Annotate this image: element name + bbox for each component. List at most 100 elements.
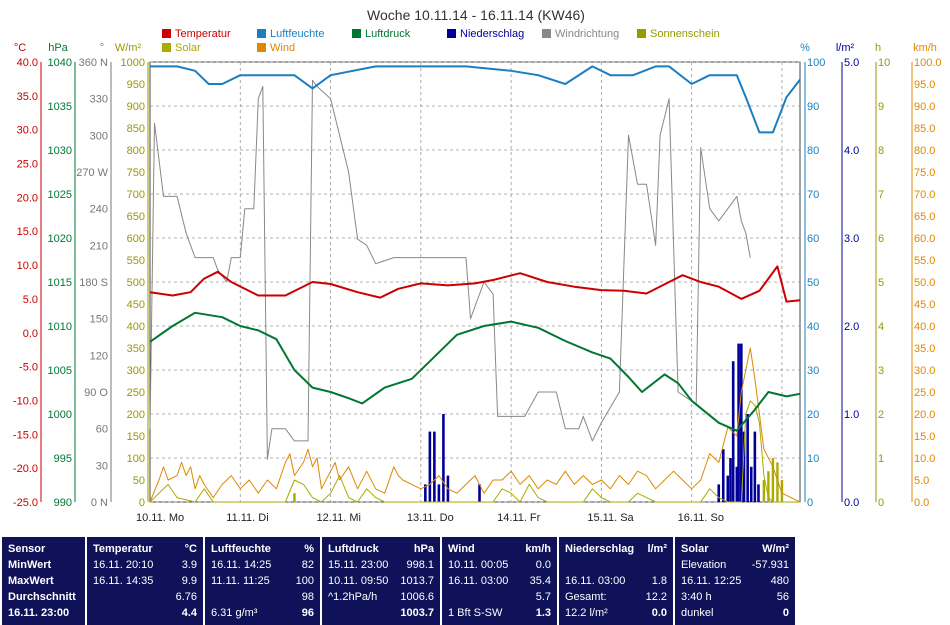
stats-row-value: 9.9 [181,575,197,587]
axis-tick-label-humidity: 30 [807,365,819,377]
legend-label: Luftdruck [365,28,411,40]
sunshine-bar [771,458,775,502]
axis-tick-label-solar: 200 [127,409,145,421]
axis-tick-label-pressure: 1000 [48,409,72,421]
axis-tick-label-temp: 15.0 [17,226,38,238]
stats-row-value: 1.8 [651,575,667,587]
stats-row-label: 12.2 l/m² [565,607,608,619]
axis-tick-label-temp: -25.0 [13,497,38,509]
rain-bar [731,361,735,502]
axis-tick-label-wind: 55.0 [914,255,935,267]
stats-header: Wind [448,543,475,555]
rain-bar [424,484,427,502]
stats-row-value: 12.2 [645,591,667,603]
axis-tick-label-solar: 450 [127,299,145,311]
stats-row-label: 16.11. 20:10 [93,559,154,571]
axis-tick-label-temp: 30.0 [17,125,38,137]
axis-tick-label-wind: 35.0 [914,343,935,355]
axis-tick-label-pressure: 1020 [48,233,72,245]
axis-tick-label-wind: 70.0 [914,189,935,201]
x-tick-label: 11.11. Di [226,512,268,524]
stats-row-value: 0 [782,607,789,619]
stats-row-value: 35.4 [529,575,551,587]
axis-tick-label-wind: 90.0 [914,101,935,113]
axis-tick-label-wind: 65.0 [914,211,935,223]
stats-row-value: 0.0 [535,559,551,571]
axis-tick-label-temp: -15.0 [13,429,38,441]
rain-bar [726,475,730,502]
legend-swatch [162,29,171,38]
axis-tick-label-wind: 30.0 [914,365,935,377]
axis-tick-label-solar: 950 [127,79,145,91]
axis-tick-label-sunshine: 6 [878,233,884,245]
x-tick-label: 10.11. Mo [136,512,184,524]
axis-tick-label-pressure: 995 [54,453,72,465]
axis-tick-label-temp: 0.0 [23,328,38,340]
rain-bar [433,431,436,502]
axis-tick-label-wind: 25.0 [914,387,935,399]
axis-unit-pressure: hPa [48,42,68,54]
axis-tick-label-humidity: 40 [807,321,819,333]
axis-tick-label-rain: 2.0 [844,321,859,333]
axis-tick-label-solar: 750 [127,167,145,179]
axis-tick-label-sunshine: 8 [878,145,884,157]
grid [149,61,801,503]
legend-swatch [637,29,646,38]
axis-tick-label-temp: 40.0 [17,57,38,69]
stats-unit: % [304,543,314,555]
rain-bar [735,466,739,502]
axis-tick-label-direction: 270 W [76,167,108,179]
axis-tick-label-wind: 60.0 [914,233,935,245]
axis-tick-label-pressure: 1010 [48,321,72,333]
stats-row-label: 11.11. 11:25 [211,575,270,587]
axis-tick-label-pressure: 1035 [48,101,72,113]
stats-row-value: 98 [301,591,314,603]
axis-tick-label-rain: 3.0 [844,233,859,245]
axis-tick-label-pressure: 1030 [48,145,72,157]
rain-bar [478,484,481,502]
axis-tick-label-solar: 100 [127,453,145,465]
stats-row-label: 1 Bft S-SW [448,607,503,619]
axis-unit-solar: W/m² [115,42,142,54]
series-humidity-line [150,65,801,134]
stats-row-value: 56 [776,591,789,603]
axis-tick-label-wind: 75.0 [914,167,935,179]
series-wind-direction-line [149,79,751,460]
axis-tick-label-wind: 85.0 [914,123,935,135]
sunshine-bar [762,480,766,502]
legend-label: Luftfeuchte [270,28,324,40]
axis-tick-label-wind: 20.0 [914,409,935,421]
axis-tick-label-solar: 50 [133,475,145,487]
legend-swatch [542,29,551,38]
stats-row-label: 10.11. 09:50 [328,575,389,587]
axis-tick-label-humidity: 70 [807,189,819,201]
axis-unit-rain: l/m² [836,42,855,54]
axis-tick-label-wind: 40.0 [914,321,935,333]
axis-tick-label-humidity: 50 [807,277,819,289]
axis-tick-label-sunshine: 5 [878,277,884,289]
stats-header: Sensor [8,543,46,555]
rain-bar [729,458,732,502]
axis-tick-label-pressure: 990 [54,497,72,509]
stats-row-value: 1003.7 [400,607,434,619]
x-tick-label: 16.11. So [678,512,724,524]
stats-row-label: dunkel [681,607,714,619]
legend-swatch [257,29,266,38]
legend: Temperatur Luftfeuchte Luftdruck Niederschl… [162,28,720,54]
axis-tick-label-temp: -20.0 [13,463,38,475]
stats-row-label: 16.11. 12:25 [681,575,742,587]
axis-tick-label-wind: 0.0 [914,497,929,509]
axis-tick-label-direction: 330 [90,94,108,106]
axis-tick-label-solar: 300 [127,365,145,377]
axis-tick-label-direction: 180 S [79,277,108,289]
stats-row-label: MaxWert [8,575,54,587]
x-tick-label: 13.11. Do [407,512,454,524]
stats-row-value: 1006.6 [400,591,434,603]
axis-tick-label-humidity: 0 [807,497,813,509]
axes: 40.035.030.025.020.015.010.05.00.0-5.0-1… [13,57,942,509]
axis-tick-label-solar: 350 [127,343,145,355]
rain-bar [749,466,753,502]
rain-bar [442,414,445,502]
stats-unit: W/m² [762,543,789,555]
axis-tick-label-solar: 900 [127,101,145,113]
